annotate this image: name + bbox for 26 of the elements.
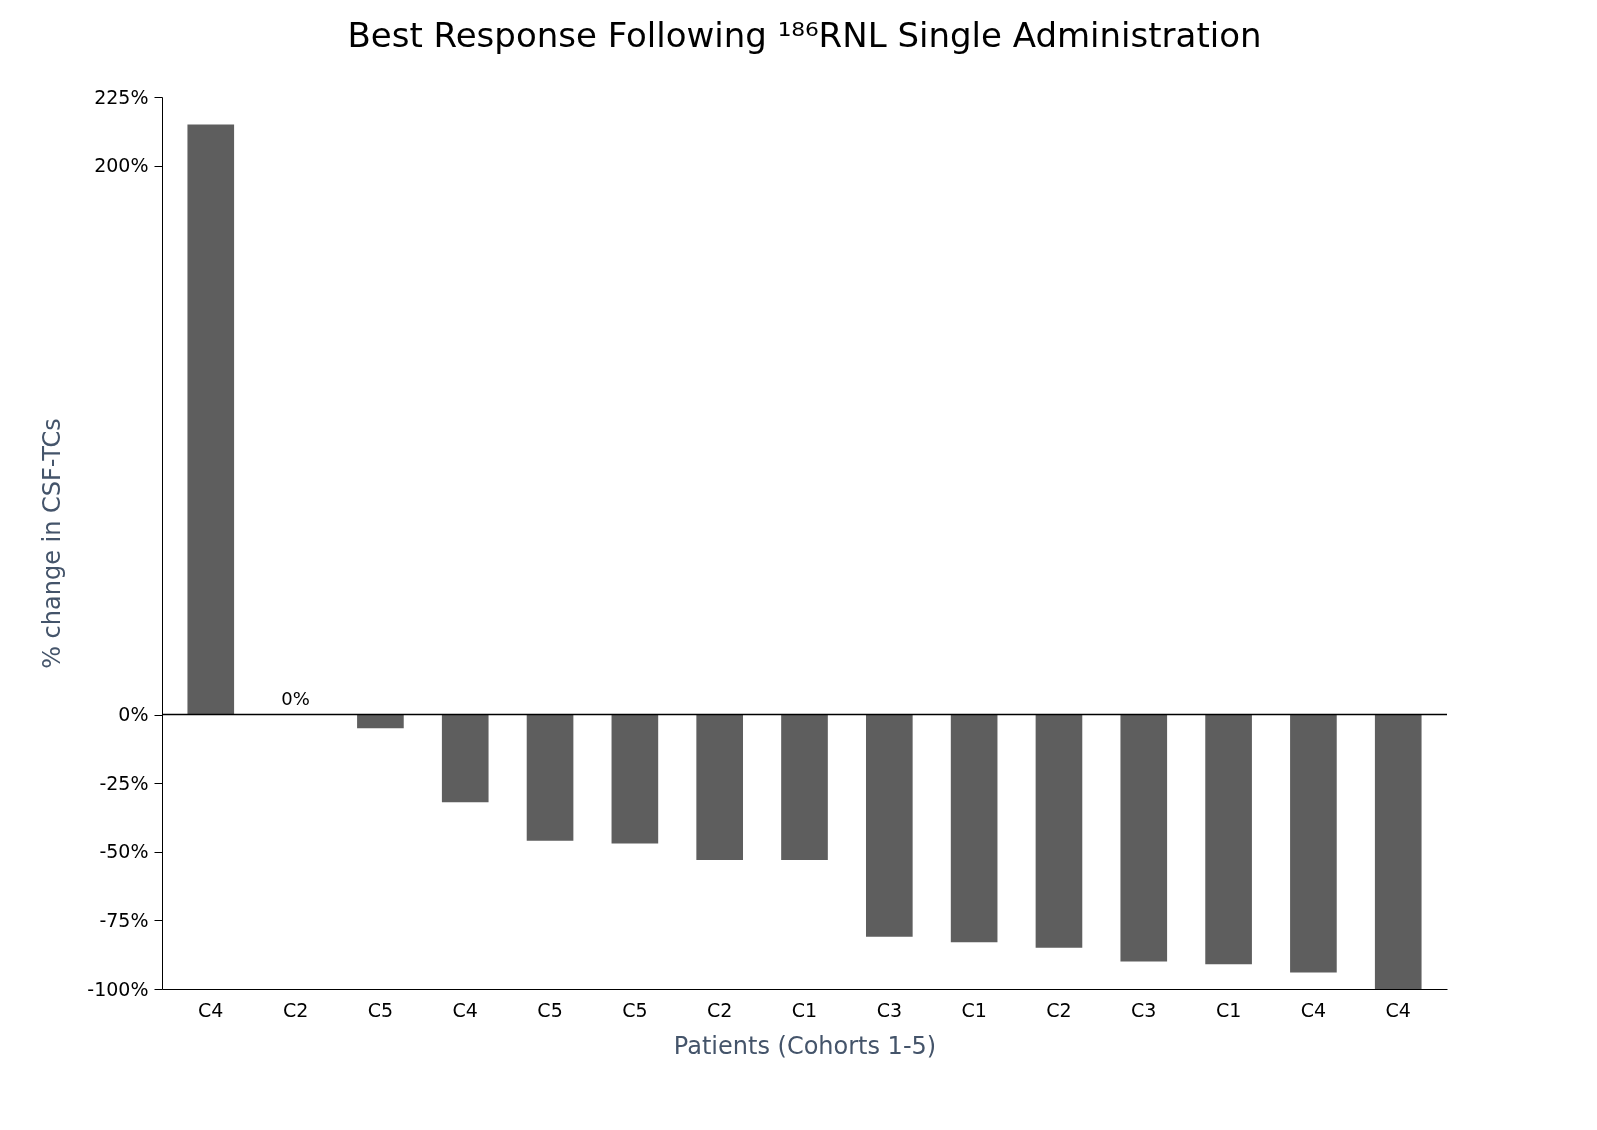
- x-tick-label: C4: [1385, 998, 1411, 1021]
- x-tick-label: C1: [961, 998, 987, 1021]
- y-tick-label: 225%: [94, 85, 149, 108]
- chart-title: Best Response Following ¹⁸⁶RNL Single Administration: [347, 15, 1262, 55]
- x-tick-label: C3: [876, 998, 902, 1021]
- data-label: 0%: [281, 687, 310, 709]
- y-tick-label: 0%: [118, 703, 149, 726]
- x-tick-label: C4: [198, 998, 224, 1021]
- y-tick-label: -25%: [99, 771, 149, 794]
- x-tick-label: C4: [452, 998, 478, 1021]
- x-tick-label: C3: [1131, 998, 1157, 1021]
- x-tick-label: C2: [282, 998, 309, 1021]
- y-tick-label: -50%: [99, 840, 149, 863]
- y-tick-label: -100%: [87, 977, 149, 1000]
- x-tick-label: C2: [1046, 998, 1072, 1021]
- x-tick-label: C1: [1215, 998, 1242, 1021]
- x-tick-label: C2: [707, 998, 733, 1021]
- x-axis-title: Patients (Cohorts 1-5): [673, 1031, 937, 1060]
- x-tick-label: C1: [791, 998, 818, 1021]
- x-tick-label: C5: [537, 998, 563, 1021]
- y-axis-title: % change in CSF-TCs: [38, 418, 67, 669]
- x-tick-label: C5: [367, 998, 394, 1021]
- y-tick-label: -75%: [99, 908, 149, 931]
- x-tick-label: C5: [622, 998, 648, 1021]
- y-tick-label: 200%: [94, 154, 149, 177]
- x-tick-label: C4: [1300, 998, 1327, 1021]
